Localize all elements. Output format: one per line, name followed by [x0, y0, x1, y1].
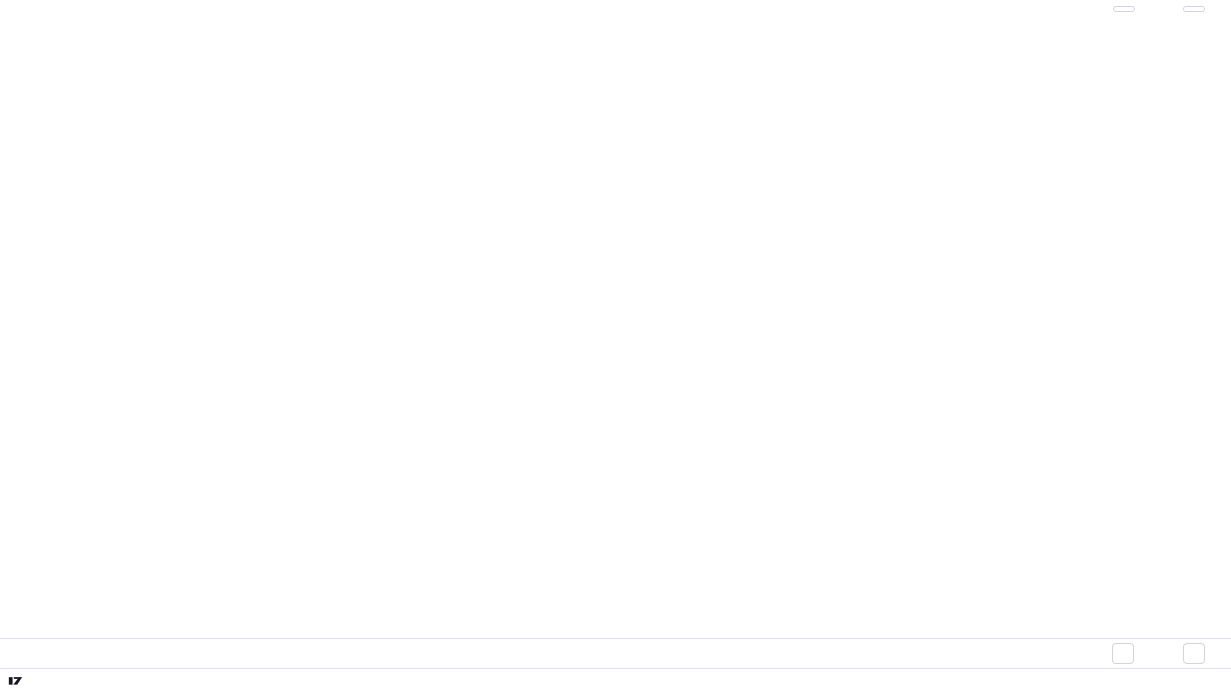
- tradingview-logo-icon[interactable]: [8, 673, 23, 688]
- scale-b-toggle-button[interactable]: [1183, 643, 1205, 664]
- usdzar-series-badge: [1076, 0, 1088, 18]
- gbpzar-price-badge: [1093, 0, 1154, 19]
- price-scale-a[interactable]: [1090, 0, 1158, 638]
- time-axis[interactable]: [0, 638, 1231, 669]
- scale-b-currency-button[interactable]: [1183, 6, 1205, 12]
- scale-a-currency-button[interactable]: [1112, 6, 1135, 12]
- scale-a-toggle-button[interactable]: [1112, 643, 1134, 664]
- price-scale-b[interactable]: [1157, 0, 1231, 638]
- chart-plot-area[interactable]: [0, 0, 1091, 638]
- usdzar-price-badge: [1160, 0, 1228, 19]
- chart-canvas[interactable]: [0, 0, 1090, 638]
- footer-bar: [0, 668, 1231, 691]
